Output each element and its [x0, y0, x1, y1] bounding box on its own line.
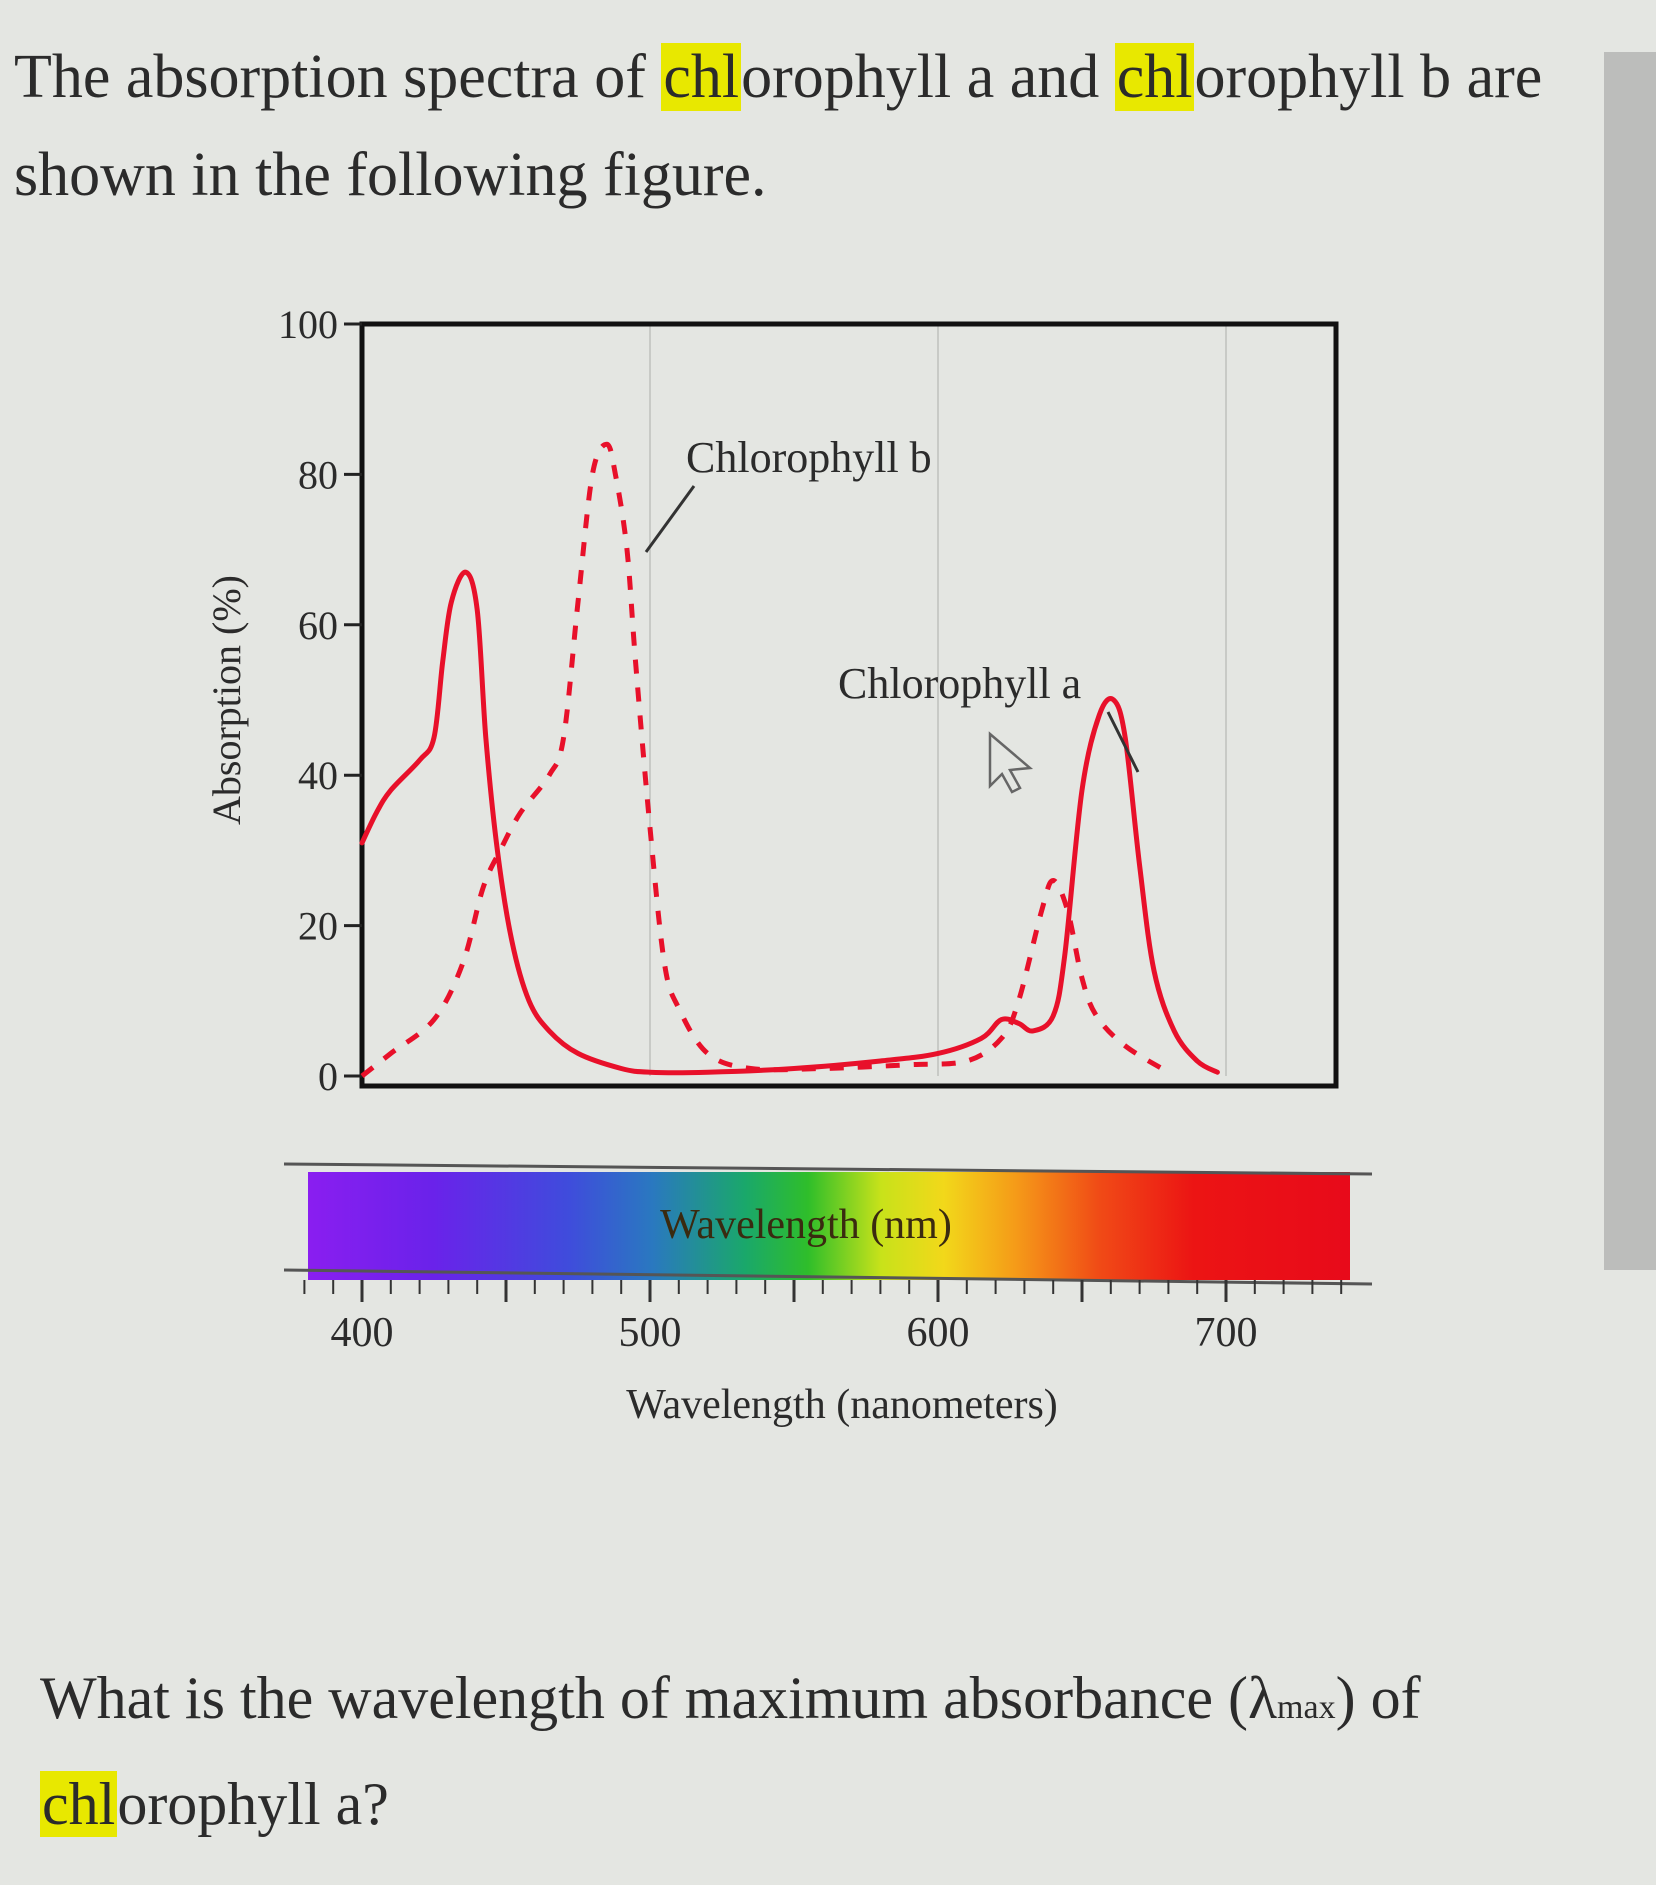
- series-line-chlorophyll-a: [359, 569, 1220, 1076]
- search-highlight: chl: [1114, 43, 1195, 111]
- annotation-chlorophyll-a: Chlorophyll a: [838, 659, 1081, 708]
- y-tick-label: 80: [298, 452, 338, 497]
- x-tick-label: 500: [619, 1310, 682, 1356]
- question-part: ) of: [1335, 1665, 1421, 1731]
- intro-part: orophyll a and: [741, 43, 1115, 111]
- gridlines: [649, 324, 1227, 1076]
- absorption-chart: 0 20 40 60 80 100 Absorption (%) Chlorophyll …: [204, 302, 1373, 1428]
- lambda-symbol: λ: [1247, 1665, 1278, 1731]
- series-line-chlorophyll-b: [360, 441, 1170, 1078]
- search-highlight: chl: [40, 1771, 118, 1837]
- x-tick-label: 600: [907, 1310, 970, 1356]
- y-tick-label: 20: [298, 904, 338, 949]
- intro-text: The absorption spectra of chlorophyll a …: [14, 28, 1614, 224]
- cursor-arrow-icon: [988, 731, 1034, 794]
- spectrum-bar-label: Wavelength (nm): [660, 1202, 952, 1248]
- spectrum-top-line: [283, 1162, 1373, 1176]
- x-axis: 400 500 600 700: [303, 1280, 1343, 1356]
- y-axis-label: Absorption (%): [204, 575, 249, 825]
- intro-part: The absorption spectra of: [14, 43, 662, 111]
- search-highlight: chl: [661, 43, 742, 111]
- x-axis-label: Wavelength (nanometers): [626, 1382, 1058, 1428]
- question-text: What is the wavelength of maximum absorb…: [40, 1650, 1600, 1852]
- x-tick-label: 700: [1195, 1310, 1258, 1356]
- question-part: orophyll a?: [117, 1771, 389, 1837]
- question-part: What is the wavelength of maximum absorb…: [40, 1665, 1248, 1731]
- plot-frame: [359, 321, 1339, 1089]
- lambda-subscript: max: [1277, 1689, 1336, 1726]
- spectrum-bottom-line: [283, 1268, 1373, 1286]
- y-tick-label: 40: [298, 753, 338, 798]
- y-tick-label: 60: [298, 603, 338, 648]
- scrollbar[interactable]: [1604, 52, 1656, 1270]
- x-tick-label: 400: [331, 1310, 394, 1356]
- leader-line-chlorophyll-a: [1106, 711, 1140, 773]
- y-tick-label: 0: [318, 1054, 338, 1099]
- leader-line-chlorophyll-b: [644, 485, 696, 553]
- intro-part: orophyll b are shown in the following fi…: [14, 43, 1543, 209]
- visible-spectrum-bar: [308, 1172, 1350, 1280]
- y-axis: 0 20 40 60 80 100: [278, 302, 362, 1099]
- annotation-chlorophyll-b: Chlorophyll b: [686, 433, 932, 482]
- y-tick-label: 100: [278, 302, 338, 347]
